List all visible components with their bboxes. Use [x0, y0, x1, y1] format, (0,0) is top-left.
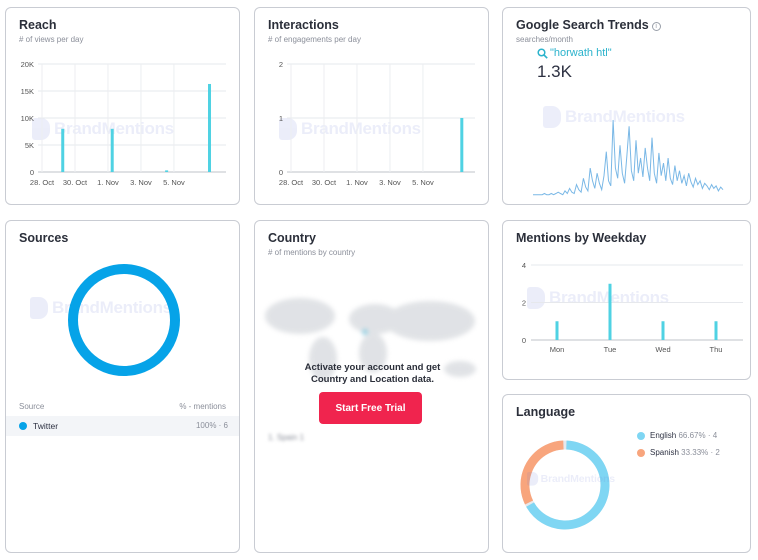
- twitter-slice: [68, 264, 180, 376]
- trend-line: [533, 119, 724, 196]
- trends-title: Google Search Trends i: [516, 18, 661, 32]
- weekday-y-tick: 2: [522, 299, 526, 308]
- world-map-blurred: [265, 298, 476, 381]
- country-row-blurred: 1. Spain 1: [268, 433, 305, 442]
- weekday-bar: [555, 321, 559, 340]
- reach-y-tick: 5K: [25, 141, 34, 150]
- country-title: Country: [268, 231, 316, 245]
- sources-donut: [68, 264, 180, 376]
- language-legend-english[interactable]: English 66.67% · 4: [637, 431, 717, 440]
- interactions-bar: [460, 118, 464, 172]
- language-title: Language: [516, 405, 576, 419]
- interactions-subtitle: # of engagements per day: [268, 35, 361, 44]
- weekday-x-tick: Mon: [550, 345, 565, 354]
- reach-x-tick: 30. Oct: [63, 178, 88, 187]
- search-icon: [537, 47, 548, 59]
- trends-card: Google Search Trends i searches/month "ho…: [502, 7, 751, 205]
- reach-x-tick: 5. Nov: [163, 178, 185, 187]
- interactions-x-tick: 28. Oct: [279, 178, 304, 187]
- sources-col-source: Source: [19, 402, 45, 411]
- trends-chart: [533, 119, 724, 196]
- interactions-chart: 0 1 2 28. Oct 30. Oct 1. Nov 3. Nov 5. Nov: [279, 60, 475, 187]
- reach-card: Reach # of views per day BrandMentions 0…: [5, 7, 240, 205]
- reach-y-tick: 20K: [21, 60, 34, 69]
- reach-y-tick: 15K: [21, 87, 34, 96]
- interactions-y-tick: 0: [279, 168, 283, 177]
- weekday-bar: [661, 321, 665, 340]
- spanish-slice: [520, 440, 610, 530]
- sources-card: Sources BrandMentions Source % - mention…: [5, 220, 240, 553]
- reach-bar: [61, 128, 65, 172]
- legend-label: English: [650, 431, 677, 440]
- reach-y-tick: 10K: [21, 114, 34, 123]
- weekday-bar: [608, 283, 612, 340]
- reach-x-tick: 28. Oct: [30, 178, 55, 187]
- reach-chart: 0 5K 10K 15K 20K 28. Oct 30. Oct 1. Nov 3. Nov 5.…: [21, 60, 226, 187]
- reach-bar: [110, 128, 114, 172]
- weekday-x-tick: Tue: [604, 345, 617, 354]
- table-row[interactable]: Twitter 100% · 6: [6, 416, 239, 436]
- interactions-x-tick: 30. Oct: [312, 178, 337, 187]
- twitter-dot: [19, 422, 27, 430]
- language-donut: [520, 440, 610, 530]
- reach-bar: [208, 83, 212, 172]
- interactions-y-tick: 1: [279, 114, 283, 123]
- interactions-card: Interactions # of engagements per day Br…: [254, 7, 489, 205]
- weekday-x-tick: Thu: [710, 345, 723, 354]
- trends-value: 1.3K: [537, 62, 572, 81]
- spanish-dot: [637, 448, 645, 457]
- weekday-title: Mentions by Weekday: [516, 231, 647, 245]
- language-legend-spanish[interactable]: Spanish 33.33% · 2: [637, 448, 720, 457]
- sources-col-mentions: % - mentions: [179, 402, 226, 411]
- reach-y-tick: 0: [30, 168, 34, 177]
- weekday-bar: [714, 321, 718, 340]
- interactions-x-tick: 5. Nov: [412, 178, 434, 187]
- interactions-y-tick: 2: [279, 60, 283, 69]
- country-subtitle: # of mentions by country: [268, 248, 356, 257]
- source-name: Twitter: [33, 421, 59, 431]
- trends-query: "horwath htl": [537, 47, 612, 59]
- interactions-x-tick: 1. Nov: [346, 178, 368, 187]
- legend-pct: 66.67% · 4: [678, 431, 718, 440]
- interactions-x-tick: 3. Nov: [379, 178, 401, 187]
- source-value: 100% · 6: [195, 421, 228, 430]
- weekday-y-tick: 0: [522, 336, 526, 345]
- info-icon[interactable]: i: [651, 22, 661, 31]
- english-dot: [637, 431, 645, 440]
- weekday-x-tick: Wed: [655, 345, 670, 354]
- reach-bar: [165, 170, 169, 172]
- english-slice: [520, 440, 610, 530]
- weekday-chart: 0 2 4 Mon Tue Wed Thu: [522, 261, 743, 354]
- reach-x-tick: 1. Nov: [97, 178, 119, 187]
- interactions-title: Interactions: [268, 18, 339, 32]
- country-cta-text: Activate your account and get Country an…: [304, 362, 441, 385]
- reach-subtitle: # of views per day: [19, 35, 84, 44]
- reach-x-tick: 3. Nov: [130, 178, 152, 187]
- sources-title: Sources: [19, 231, 69, 245]
- weekday-y-tick: 4: [522, 261, 526, 270]
- start-free-trial-button[interactable]: Start Free Trial: [319, 392, 422, 424]
- legend-pct: 33.33% · 2: [681, 448, 720, 457]
- reach-title: Reach: [19, 18, 57, 32]
- language-card: Language BrandMentions English 66.67% · …: [502, 394, 751, 553]
- country-card: Country # of mentions by country Activat…: [254, 220, 489, 553]
- weekday-card: Mentions by Weekday BrandMentions 024Mon…: [502, 220, 751, 380]
- trends-subtitle: searches/month: [516, 35, 573, 44]
- legend-label: Spanish: [650, 448, 679, 457]
